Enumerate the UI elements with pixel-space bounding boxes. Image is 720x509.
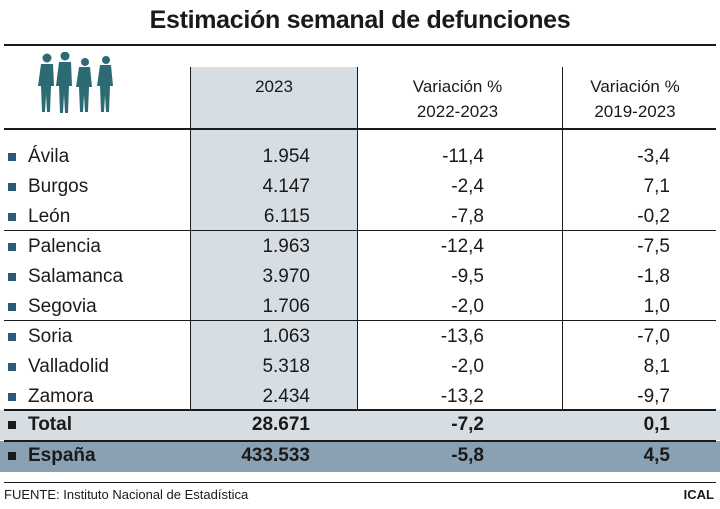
row-label: León [28,206,71,227]
row-label: Segovia [28,296,97,317]
row-bullet [8,303,16,311]
row-bullet [8,183,16,191]
row-label: Zamora [28,386,94,407]
group-divider [4,320,716,321]
variation-2022-2023: -2,0 [451,296,484,317]
variation-2022-2023: -2,4 [451,176,484,197]
chart-title: Estimación semanal de defunciones [149,6,571,34]
value-2023: 1.706 [262,296,310,317]
people-group-icon [38,52,113,113]
value-2023: 1.963 [262,236,310,257]
variation-2022-2023: -9,5 [451,266,484,287]
total-divider [4,409,716,411]
table-row: León 6.115 -7,8 -0,2 [0,202,720,232]
brand-label: ICAL [683,487,714,502]
espana-divider [4,440,716,442]
row-bullet [8,273,16,281]
row-label: Burgos [28,176,89,197]
group-divider [4,230,716,231]
row-label: Total [28,414,72,435]
variation-2022-2023: -13,6 [440,326,484,347]
variation-2022-2023: -11,4 [442,146,484,167]
variation-2019-2023: 4,5 [643,445,670,466]
variation-2022-2023: -7,2 [451,414,484,435]
variation-2019-2023: -3,4 [637,146,670,167]
value-2023: 1.063 [262,326,310,347]
variation-2019-2023: 8,1 [643,356,670,377]
header-var-2022-2023: Variación % 2022-2023 [412,77,503,121]
column-divider [190,67,191,410]
table-row: Segovia 1.706 -2,0 1,0 [0,292,720,322]
header-divider [4,128,716,130]
value-2023: 4.147 [262,176,310,197]
value-2023: 1.954 [262,146,310,167]
variation-2022-2023: -12,4 [440,236,484,257]
variation-2019-2023: -1,8 [637,266,670,287]
row-bullet [8,363,16,371]
header-var-2019-2023: Variación % 2019-2023 [590,77,680,121]
variation-2019-2023: 0,1 [643,414,670,435]
table-row: Burgos 4.147 -2,4 7,1 [0,172,720,202]
row-label: Soria [28,326,73,347]
row-bullet [8,393,16,401]
espana-row: España 433.533 -5,8 4,5 [0,441,720,472]
table-row: Ávila 1.954 -11,4 -3,4 [0,142,720,172]
row-label: Salamanca [28,266,124,287]
column-divider [562,67,563,410]
value-2023: 28.671 [251,414,310,435]
variation-2019-2023: -7,5 [637,236,670,257]
header-2023: 2023 [255,77,293,96]
value-2023: 433.533 [241,445,310,466]
variation-2019-2023: 1,0 [643,296,670,317]
variation-2019-2023: -9,7 [637,386,670,407]
variation-2022-2023: -2,0 [451,356,484,377]
variation-2019-2023: -7,0 [637,326,670,347]
variation-2022-2023: -5,8 [451,445,484,466]
variation-2019-2023: -0,2 [637,206,670,227]
table-row: Zamora 2.434 -13,2 -9,7 [0,382,720,412]
value-2023: 5.318 [262,356,310,377]
row-bullet [8,153,16,161]
row-label: Ávila [28,146,70,167]
row-label: España [28,445,96,466]
footer-divider [4,482,716,483]
source-note: FUENTE: Instituto Nacional de Estadístic… [4,487,249,502]
row-bullet [8,213,16,221]
row-bullet [8,333,16,341]
total-row: Total 28.671 -7,2 0,1 [0,410,720,440]
value-2023: 2.434 [262,386,310,407]
column-2023-highlight [191,67,357,410]
row-label: Palencia [28,236,101,257]
row-bullet [8,452,16,460]
row-bullet [8,243,16,251]
value-2023: 3.970 [262,266,310,287]
column-divider [357,67,358,410]
variation-2019-2023: 7,1 [643,176,670,197]
row-bullet [8,421,16,429]
title-divider [4,44,716,46]
table-row: Palencia 1.963 -12,4 -7,5 [0,232,720,262]
table-row: Soria 1.063 -13,6 -7,0 [0,322,720,352]
table-row: Salamanca 3.970 -9,5 -1,8 [0,262,720,292]
variation-2022-2023: -7,8 [451,206,484,227]
table-row: Valladolid 5.318 -2,0 8,1 [0,352,720,382]
value-2023: 6.115 [263,206,310,227]
row-label: Valladolid [28,356,109,377]
variation-2022-2023: -13,2 [440,386,484,407]
